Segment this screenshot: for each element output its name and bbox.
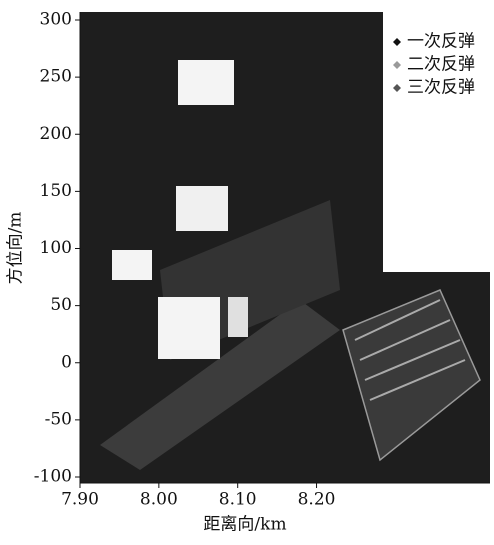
legend-label: 二次反弹 bbox=[407, 55, 475, 75]
y-tick-label: -100 bbox=[34, 467, 72, 487]
y-tick-label: 250 bbox=[40, 67, 72, 87]
chart: 距离向/km 方位向/m 7.90 8.00 8.10 8.20 300 250 200 15… bbox=[0, 0, 494, 541]
building bbox=[112, 250, 152, 280]
y-tick-label: 300 bbox=[40, 10, 72, 30]
y-tick-label: 100 bbox=[40, 238, 72, 258]
building bbox=[178, 60, 234, 105]
y-tick-label: 200 bbox=[40, 124, 72, 144]
x-tick-label: 8.20 bbox=[298, 490, 336, 510]
y-axis-label: 方位向/m bbox=[6, 212, 26, 285]
y-tick-label: -50 bbox=[45, 409, 72, 429]
y-tick-label: 50 bbox=[50, 295, 72, 315]
x-axis-label: 距离向/km bbox=[203, 515, 286, 535]
y-tick-label: 0 bbox=[61, 352, 72, 372]
x-tick-label: 7.90 bbox=[61, 490, 99, 510]
building bbox=[228, 297, 248, 337]
building bbox=[176, 186, 228, 231]
building bbox=[158, 297, 220, 359]
y-tick-label: 150 bbox=[40, 181, 72, 201]
x-tick-label: 8.10 bbox=[219, 490, 257, 510]
legend-label: 三次反弹 bbox=[407, 78, 475, 98]
legend-marker bbox=[393, 38, 401, 46]
legend-marker bbox=[393, 84, 401, 92]
x-tick-label: 8.00 bbox=[140, 490, 178, 510]
legend-label: 一次反弹 bbox=[407, 32, 475, 52]
legend-marker bbox=[393, 61, 401, 69]
